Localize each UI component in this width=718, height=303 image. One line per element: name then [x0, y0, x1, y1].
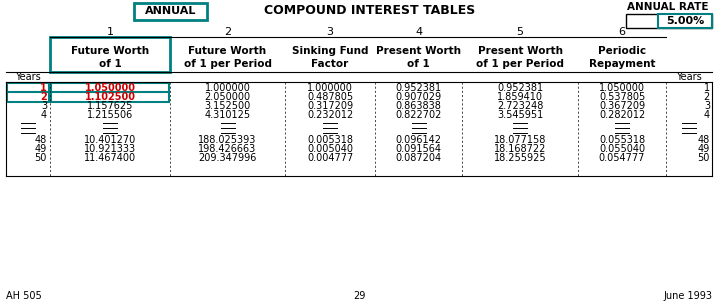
Text: 0.537805: 0.537805 [599, 92, 645, 102]
Text: 1: 1 [704, 83, 710, 93]
Bar [134, 3, 207, 20]
Text: 1: 1 [106, 27, 113, 37]
Bar [626, 14, 712, 28]
Text: 1.050000: 1.050000 [85, 83, 136, 93]
Text: of 1 per Period: of 1 per Period [476, 59, 564, 69]
Text: 4: 4 [415, 27, 422, 37]
Text: 0.952381: 0.952381 [396, 83, 442, 93]
Text: 18.168722: 18.168722 [494, 144, 546, 154]
Text: Present Worth: Present Worth [477, 46, 562, 56]
Text: 6: 6 [618, 27, 625, 37]
Bar [658, 14, 712, 28]
Text: 18.255925: 18.255925 [494, 153, 546, 163]
Text: of 1: of 1 [98, 59, 121, 69]
Text: 5: 5 [516, 27, 523, 37]
Bar [50, 37, 170, 72]
Text: Factor: Factor [312, 59, 349, 69]
Bar [7, 83, 49, 93]
Text: 2.723248: 2.723248 [497, 101, 544, 111]
Text: 0.004777: 0.004777 [307, 153, 353, 163]
Text: 4: 4 [704, 110, 710, 120]
Text: 0.487805: 0.487805 [307, 92, 353, 102]
Text: 5.00%: 5.00% [666, 16, 704, 26]
Text: 1.859410: 1.859410 [497, 92, 543, 102]
Text: 0.055040: 0.055040 [599, 144, 645, 154]
Text: 1.215506: 1.215506 [87, 110, 133, 120]
Text: 198.426663: 198.426663 [198, 144, 256, 154]
Bar [51, 92, 169, 102]
Text: 3.152500: 3.152500 [205, 101, 251, 111]
Text: June 1993: June 1993 [663, 291, 712, 301]
Text: 2.050000: 2.050000 [205, 92, 251, 102]
Text: 1.000000: 1.000000 [205, 83, 251, 93]
Text: 0.282012: 0.282012 [599, 110, 645, 120]
Text: 0.091564: 0.091564 [396, 144, 442, 154]
Text: 50: 50 [698, 153, 710, 163]
Text: 0.005040: 0.005040 [307, 144, 353, 154]
Text: Repayment: Repayment [589, 59, 656, 69]
Text: 0.054777: 0.054777 [599, 153, 645, 163]
Text: 4.310125: 4.310125 [205, 110, 251, 120]
Text: 2: 2 [40, 92, 47, 102]
Text: 1.157625: 1.157625 [87, 101, 133, 111]
Text: 10.401270: 10.401270 [84, 135, 136, 145]
Text: 49: 49 [34, 144, 47, 154]
Text: 0.952381: 0.952381 [497, 83, 543, 93]
Text: 3.545951: 3.545951 [497, 110, 543, 120]
Text: 3: 3 [327, 27, 333, 37]
Text: Future Worth: Future Worth [188, 46, 266, 56]
Text: Present Worth: Present Worth [376, 46, 461, 56]
Text: Sinking Fund: Sinking Fund [292, 46, 368, 56]
Text: 209.347996: 209.347996 [198, 153, 257, 163]
Text: COMPOUND INTEREST TABLES: COMPOUND INTEREST TABLES [264, 5, 475, 18]
Text: 0.367209: 0.367209 [599, 101, 645, 111]
Text: 1.050000: 1.050000 [599, 83, 645, 93]
Text: of 1: of 1 [407, 59, 430, 69]
Text: 48: 48 [34, 135, 47, 145]
Text: Periodic: Periodic [598, 46, 646, 56]
Text: 0.055318: 0.055318 [599, 135, 645, 145]
Text: 48: 48 [698, 135, 710, 145]
Text: 2: 2 [704, 92, 710, 102]
Text: 1: 1 [40, 83, 47, 93]
Text: 1.102500: 1.102500 [85, 92, 136, 102]
Text: 18.077158: 18.077158 [494, 135, 546, 145]
Text: of 1 per Period: of 1 per Period [184, 59, 271, 69]
Text: Future Worth: Future Worth [71, 46, 149, 56]
Text: 3: 3 [41, 101, 47, 111]
Text: 4: 4 [41, 110, 47, 120]
Bar [51, 83, 169, 93]
Text: 0.907029: 0.907029 [396, 92, 442, 102]
Text: 188.025393: 188.025393 [198, 135, 257, 145]
Text: 3: 3 [704, 101, 710, 111]
Text: 0.822702: 0.822702 [396, 110, 442, 120]
Text: 2: 2 [224, 27, 231, 37]
Text: Years: Years [676, 72, 702, 82]
Text: 10.921333: 10.921333 [84, 144, 136, 154]
Text: 0.232012: 0.232012 [307, 110, 353, 120]
Text: 0.863838: 0.863838 [396, 101, 442, 111]
Text: ANNUAL: ANNUAL [145, 6, 196, 16]
Text: 49: 49 [698, 144, 710, 154]
Text: AH 505: AH 505 [6, 291, 42, 301]
Bar [7, 92, 49, 102]
Text: 0.005318: 0.005318 [307, 135, 353, 145]
Text: 0.096142: 0.096142 [396, 135, 442, 145]
Text: 29: 29 [353, 291, 365, 301]
Text: 0.087204: 0.087204 [396, 153, 442, 163]
Text: ANNUAL RATE: ANNUAL RATE [628, 2, 709, 12]
Text: 0.317209: 0.317209 [307, 101, 353, 111]
Text: 50: 50 [34, 153, 47, 163]
Text: Years: Years [15, 72, 41, 82]
Text: 11.467400: 11.467400 [84, 153, 136, 163]
Text: 1.000000: 1.000000 [307, 83, 353, 93]
